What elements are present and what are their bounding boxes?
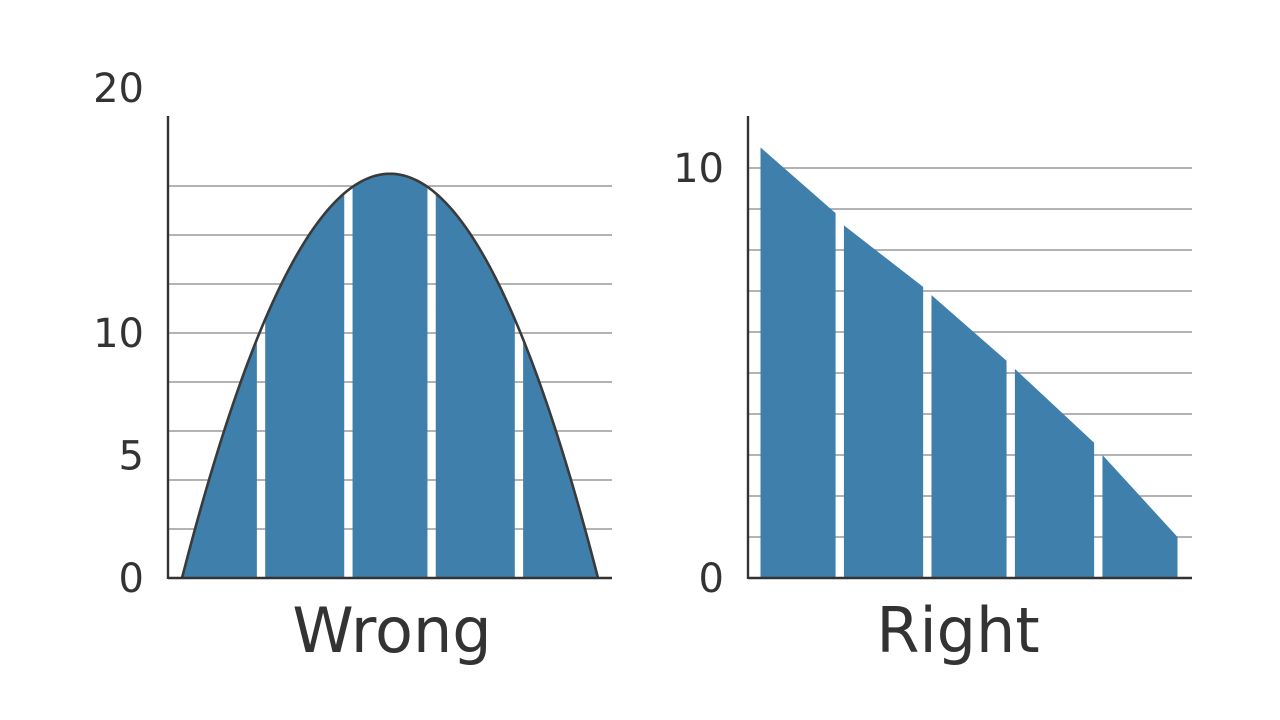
bar-1 bbox=[182, 339, 257, 578]
y-tick-label: 0 bbox=[119, 556, 144, 602]
y-tick-label: 10 bbox=[673, 146, 724, 192]
bar-3 bbox=[352, 173, 428, 578]
bar-4 bbox=[1014, 368, 1095, 578]
chart-caption: Wrong bbox=[292, 594, 491, 667]
chart-caption: Right bbox=[876, 594, 1039, 667]
parabola-outline bbox=[180, 172, 600, 579]
chart-wrong: 0 5 10 20 Wrong bbox=[93, 66, 612, 667]
y-tick-label: 5 bbox=[119, 434, 144, 480]
bar-2 bbox=[265, 193, 345, 578]
y-tick-label: 10 bbox=[93, 311, 144, 357]
bar-5 bbox=[1102, 455, 1178, 578]
bar-1 bbox=[760, 147, 836, 578]
bar-4 bbox=[435, 193, 515, 578]
y-tick-label: 0 bbox=[699, 556, 724, 602]
bar-2 bbox=[843, 225, 924, 578]
y-tick-label: 20 bbox=[93, 66, 144, 112]
bar-5 bbox=[523, 339, 598, 578]
chart-right: 0 10 Right bbox=[673, 116, 1192, 667]
bar-3 bbox=[931, 295, 1007, 578]
